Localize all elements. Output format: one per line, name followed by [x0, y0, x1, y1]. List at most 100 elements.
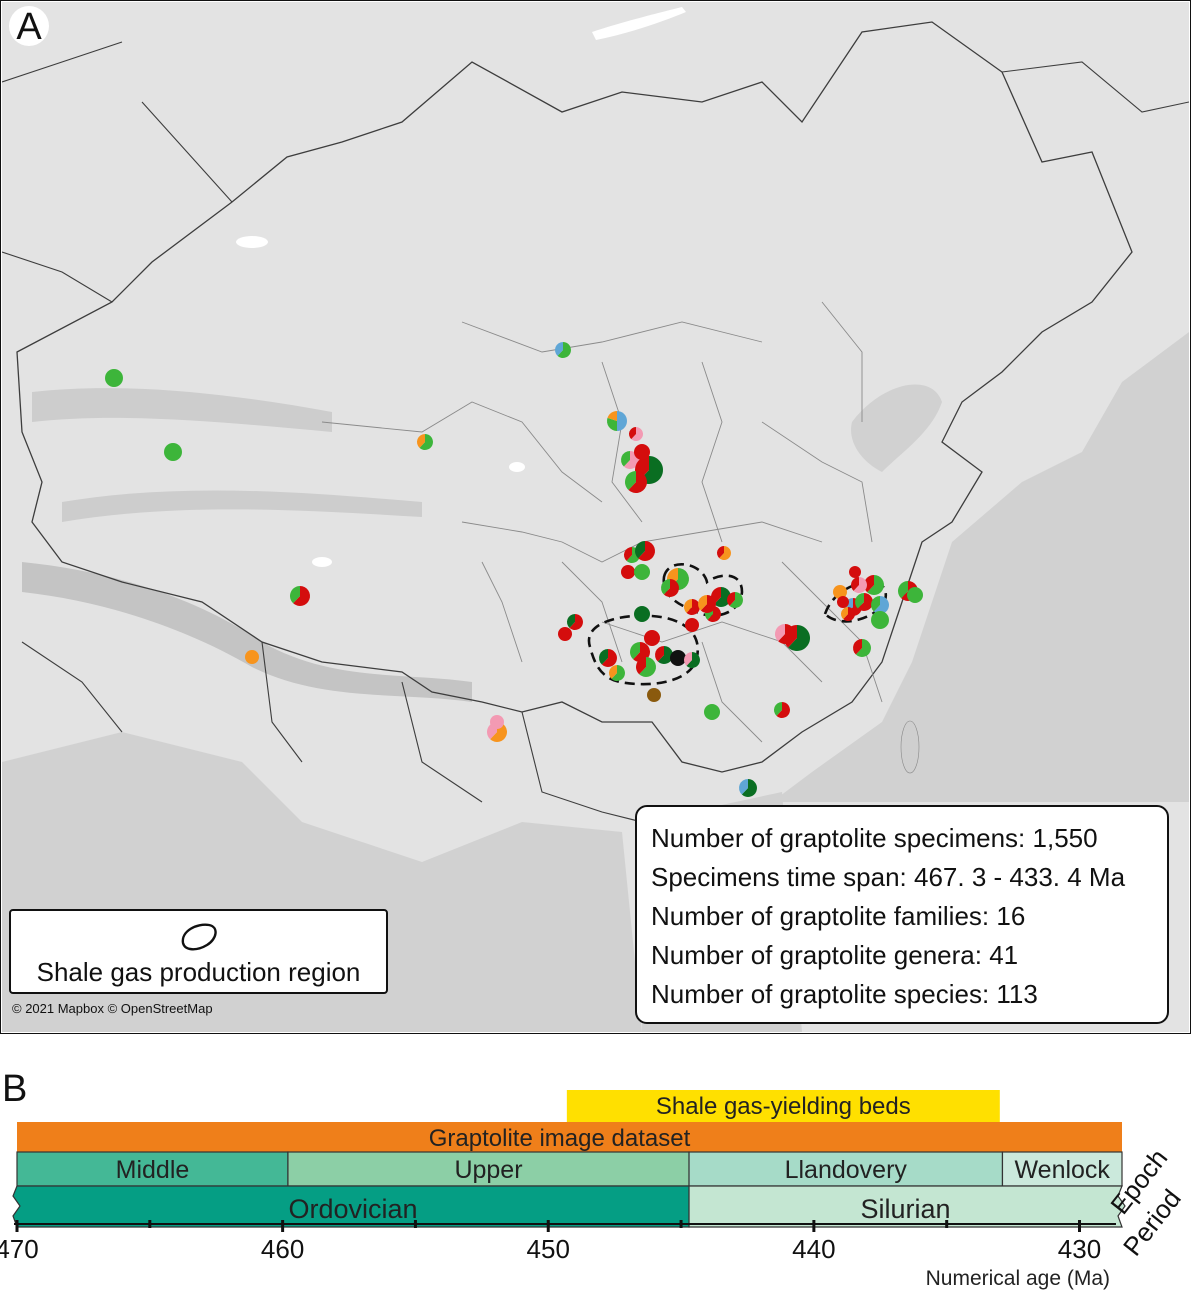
pie-slice — [490, 722, 508, 743]
axis-ticks: 470 460 450 440 430 — [0, 1220, 1101, 1264]
pie-slice — [624, 547, 632, 561]
pie-slice — [841, 607, 848, 620]
pie-slice — [729, 592, 744, 608]
locality-marker[interactable] — [647, 688, 661, 702]
locality-marker[interactable] — [609, 665, 626, 681]
locality-marker[interactable] — [704, 704, 720, 720]
lake — [312, 557, 332, 567]
locality-marker[interactable] — [625, 471, 648, 493]
pie-slice — [621, 565, 635, 579]
pie-slice — [684, 652, 692, 666]
pie-slice — [700, 595, 716, 613]
locality-marker[interactable] — [774, 702, 791, 718]
locality-marker[interactable] — [607, 411, 627, 431]
pie-slice — [738, 779, 748, 795]
locality-marker[interactable] — [871, 611, 889, 629]
pie-slice — [778, 624, 796, 645]
pie-slice — [719, 546, 732, 560]
locality-marker[interactable] — [558, 627, 572, 641]
locality-marker[interactable] — [630, 642, 651, 662]
locality-marker[interactable] — [907, 587, 923, 603]
locality-marker[interactable] — [738, 779, 757, 797]
stat-families: Number of graptolite families: 16 — [651, 901, 1026, 931]
locality-marker[interactable] — [628, 427, 643, 441]
pie-slice — [704, 704, 720, 720]
locality-marker[interactable] — [863, 575, 884, 595]
locality-marker[interactable] — [727, 592, 744, 608]
locality-marker[interactable] — [833, 585, 847, 599]
locality-marker[interactable] — [775, 624, 796, 645]
graptolite-dataset-label: Graptolite image dataset — [429, 1125, 691, 1152]
graptolite-localities[interactable] — [105, 342, 923, 797]
map[interactable] — [2, 2, 1189, 1032]
pie-slice — [633, 642, 651, 662]
locality-marker[interactable] — [849, 566, 861, 578]
pie-slice — [644, 630, 660, 646]
pie-slice — [714, 587, 731, 607]
pie-slice — [636, 657, 646, 675]
taiwan — [900, 720, 920, 774]
pie-slice — [105, 369, 123, 387]
locality-marker[interactable] — [105, 369, 123, 387]
locality-marker[interactable] — [854, 593, 873, 611]
locality-marker[interactable] — [851, 577, 868, 593]
locality-marker[interactable] — [164, 443, 182, 461]
locality-marker[interactable] — [871, 596, 890, 614]
locality-marker[interactable] — [598, 649, 618, 667]
neighbor-borders — [2, 41, 1189, 823]
locality-marker[interactable] — [655, 646, 674, 665]
pie-slice — [625, 471, 636, 491]
pie-slice — [686, 599, 701, 615]
pie-slice — [788, 625, 811, 652]
locality-marker[interactable] — [644, 630, 660, 646]
tick-label: 460 — [261, 1234, 304, 1264]
locality-marker[interactable] — [841, 607, 855, 621]
pie-slice — [684, 599, 692, 613]
pie-slice — [607, 411, 617, 421]
locality-marker[interactable] — [634, 564, 650, 580]
locality-marker[interactable] — [634, 606, 650, 622]
map-attribution[interactable]: © 2021 Mapbox © OpenStreetMap — [12, 1001, 213, 1016]
locality-marker[interactable] — [245, 650, 259, 664]
locality-marker[interactable] — [417, 434, 433, 450]
pie-slice — [871, 611, 889, 629]
locality-marker[interactable] — [717, 546, 732, 560]
pie-slice — [707, 606, 722, 622]
pie-slice — [558, 627, 572, 641]
locality-marker[interactable] — [635, 541, 656, 561]
pie-slice — [164, 443, 182, 461]
pie-slice — [843, 607, 855, 621]
locality-marker[interactable] — [684, 599, 701, 615]
pie-slice — [647, 688, 661, 702]
kunlun-relief — [62, 490, 422, 522]
locality-marker[interactable] — [684, 652, 701, 668]
locality-marker[interactable] — [634, 444, 650, 460]
panel-label-a: A — [9, 6, 49, 48]
locality-marker[interactable] — [290, 586, 311, 606]
pie-slice — [628, 427, 636, 440]
lake-baikal — [592, 7, 686, 40]
locality-marker[interactable] — [670, 650, 686, 666]
locality-marker[interactable] — [490, 715, 504, 729]
pie-slice — [871, 596, 880, 612]
locality-marker[interactable] — [555, 342, 571, 358]
locality-marker[interactable] — [567, 613, 584, 630]
epoch-row: Middle Upper Llandovery Wenlock — [16, 1151, 1123, 1187]
pie-slice — [857, 593, 873, 611]
pie-slice — [670, 650, 686, 666]
pie-slice — [863, 575, 874, 593]
pie-slice — [833, 585, 847, 599]
locality-marker[interactable] — [837, 596, 849, 608]
locality-marker[interactable] — [853, 639, 872, 658]
locality-marker[interactable] — [621, 565, 635, 579]
locality-marker[interactable] — [697, 595, 716, 613]
locality-marker[interactable] — [636, 657, 656, 677]
pie-slice — [609, 665, 617, 679]
locality-marker[interactable] — [660, 579, 679, 597]
pie-slice — [490, 715, 504, 729]
pie-slice — [849, 566, 861, 578]
epoch-label: Middle — [116, 1156, 190, 1184]
epoch-label: Upper — [454, 1156, 522, 1184]
china-border — [16, 21, 1133, 773]
locality-marker[interactable] — [685, 618, 699, 632]
